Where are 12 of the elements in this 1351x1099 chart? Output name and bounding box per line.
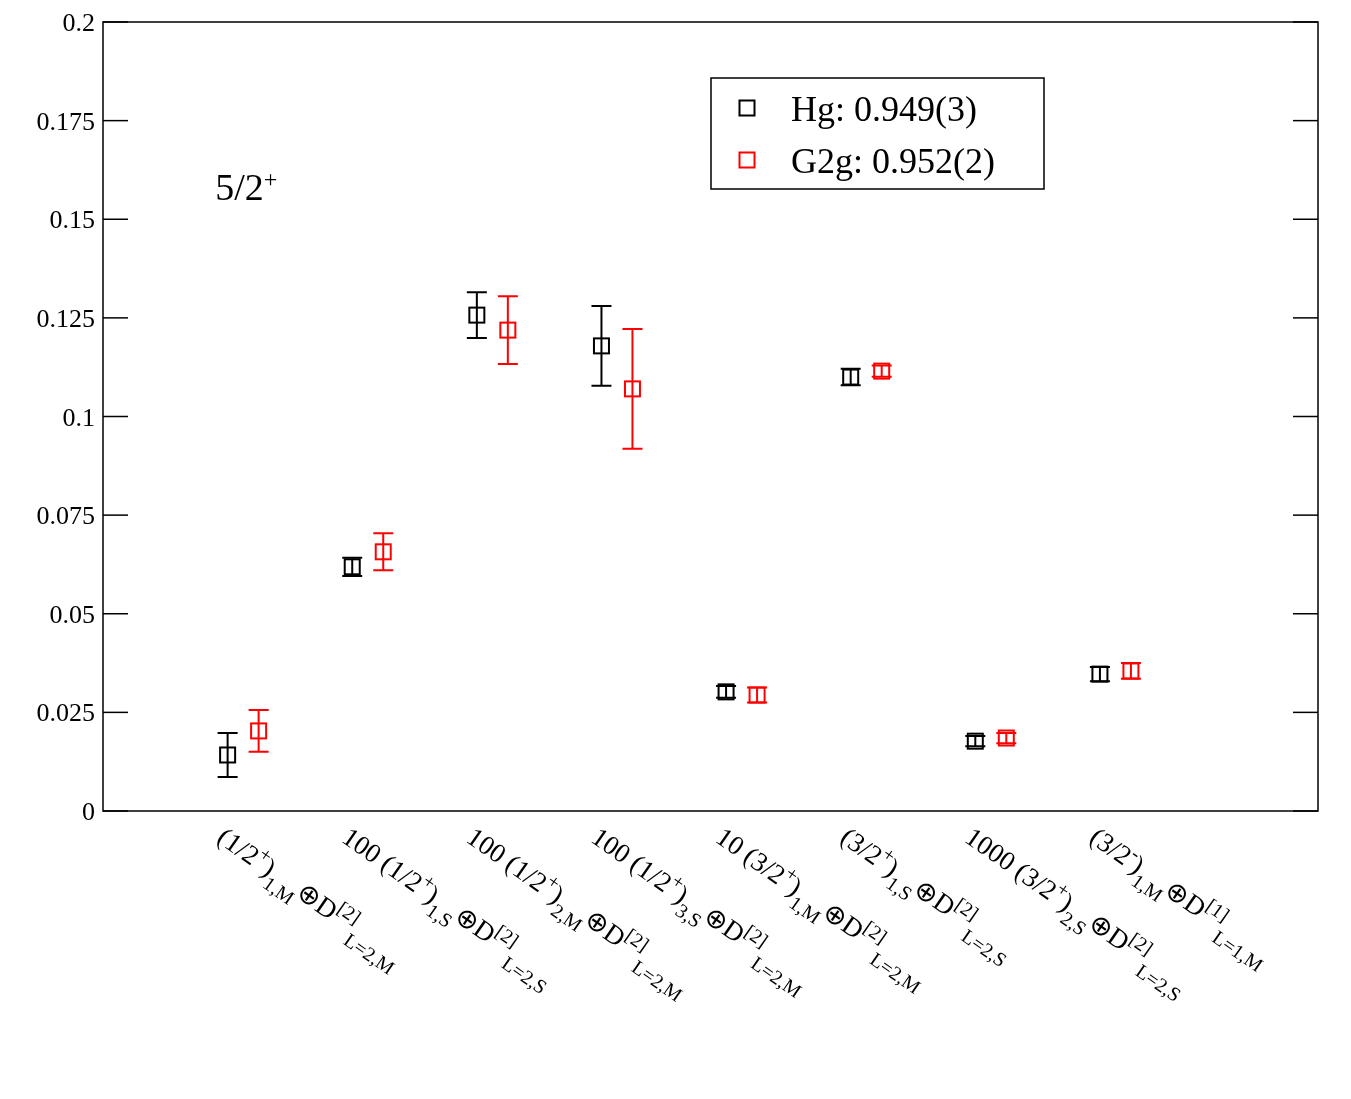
y-tick-label: 0.05	[49, 599, 95, 629]
y-tick-label: 0.175	[36, 106, 95, 136]
legend-label: Hg: 0.949(3)	[791, 88, 977, 129]
y-tick-label: 0.125	[36, 303, 95, 333]
legend-label: G2g: 0.952(2)	[791, 140, 995, 181]
y-tick-label: 0.15	[49, 205, 95, 235]
y-tick-label: 0	[82, 797, 95, 827]
y-tick-label: 0.1	[62, 402, 95, 432]
y-tick-label: 0.075	[36, 501, 95, 531]
annotation: 5/2$^{+}$	[215, 165, 278, 208]
y-tick-label: 0.2	[62, 8, 95, 38]
y-tick-label: 0.025	[36, 698, 95, 728]
